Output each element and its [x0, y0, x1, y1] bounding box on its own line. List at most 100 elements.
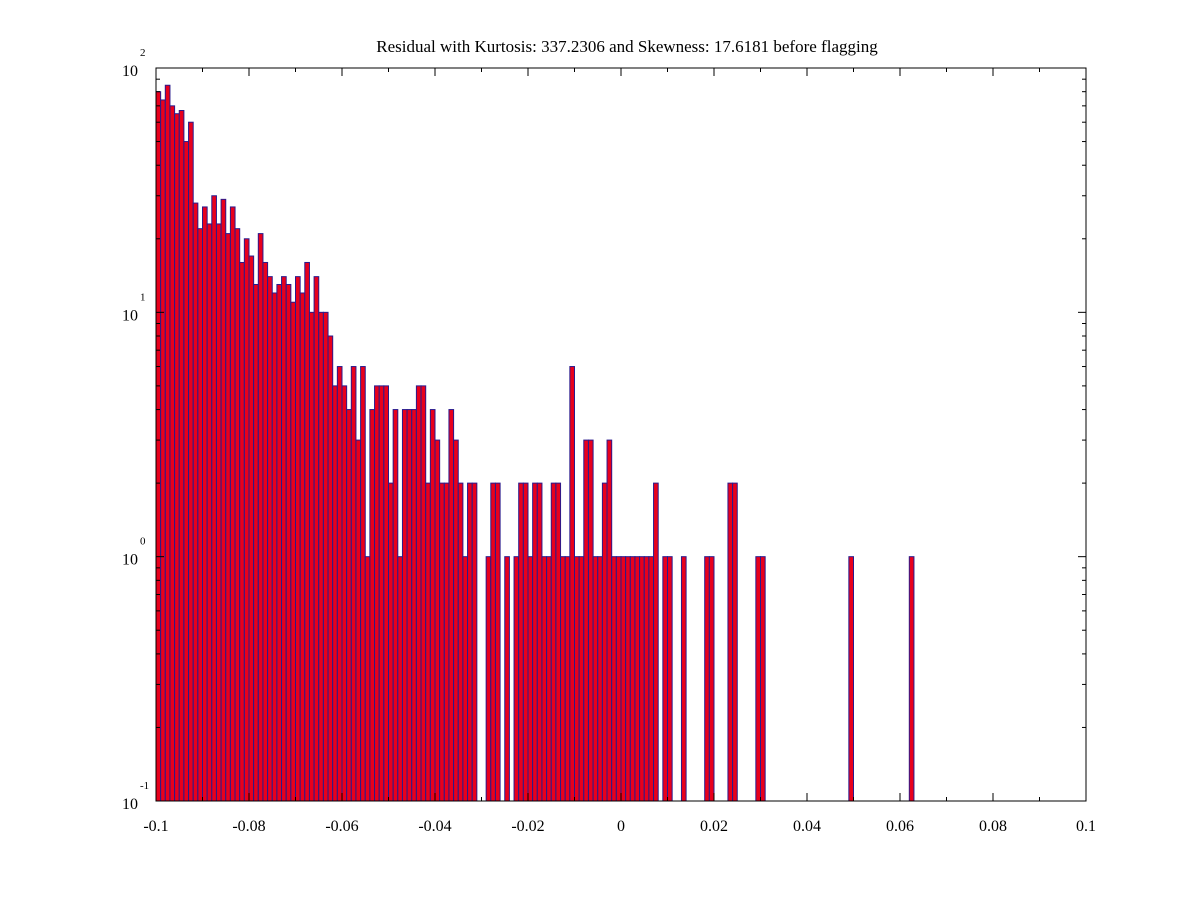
histogram-bar: [457, 482, 464, 802]
histogram-bar: [662, 556, 668, 802]
histogram-bar: [527, 556, 534, 802]
histogram-bar: [574, 556, 580, 802]
histogram-bar: [318, 311, 324, 802]
histogram-bar: [174, 113, 180, 802]
y-tick-label: 10: [122, 552, 138, 569]
x-tick-label: 0: [617, 818, 625, 835]
histogram-bar: [727, 482, 734, 802]
histogram-bar: [760, 556, 766, 802]
histogram-bar: [615, 556, 622, 802]
histogram-bar: [439, 482, 445, 802]
histogram-bar: [513, 556, 520, 802]
histogram-bar: [611, 556, 617, 802]
y-tick-exponent: 0: [140, 536, 146, 548]
histogram-bar: [313, 276, 320, 802]
histogram-bar: [485, 556, 492, 802]
histogram-bar: [415, 385, 422, 802]
histogram-bar: [178, 110, 185, 802]
x-tick-label: 0.02: [700, 818, 728, 835]
histogram-bar: [583, 439, 589, 802]
x-tick-label: -0.06: [325, 818, 358, 835]
histogram-bar: [234, 228, 241, 802]
histogram-bar: [680, 556, 687, 802]
histogram-bar: [243, 238, 250, 802]
histogram-bar: [587, 439, 594, 802]
histogram-bar: [569, 366, 575, 802]
histogram-bar: [211, 195, 217, 802]
histogram-bar: [197, 228, 204, 802]
histogram-bar: [378, 385, 385, 802]
histogram-bar: [629, 556, 636, 802]
histogram-bar: [202, 206, 208, 802]
histogram-bar: [383, 385, 390, 802]
plot-frame: [155, 67, 1087, 802]
y-tick-label: 10: [122, 307, 138, 324]
y-tick-label: 10: [122, 796, 138, 813]
histogram-bar: [248, 255, 255, 802]
histogram-bar: [397, 556, 403, 802]
histogram-bar: [369, 409, 376, 802]
histogram-bar: [443, 482, 450, 802]
histogram-bar: [374, 385, 380, 802]
histogram-bar: [346, 409, 352, 802]
histogram-bar: [281, 276, 287, 802]
histogram-bar: [271, 292, 278, 802]
histogram-bar: [206, 223, 213, 802]
histogram-bar: [169, 105, 176, 802]
histogram-bar: [564, 556, 571, 802]
histogram-bar: [215, 223, 222, 802]
histogram-bar: [522, 482, 529, 802]
x-tick-label: 0.04: [793, 818, 821, 835]
histogram-bar: [467, 482, 473, 802]
histogram-bar: [290, 301, 297, 802]
histogram-bar: [471, 482, 478, 802]
histogram-bar: [848, 556, 854, 802]
histogram-bar: [267, 276, 273, 802]
y-tick-label: 10: [122, 63, 138, 80]
histogram-bar: [336, 366, 343, 802]
histogram-bar: [276, 283, 283, 802]
histogram-bar: [350, 366, 357, 802]
histogram-bar: [188, 121, 194, 802]
histogram-bar: [643, 556, 650, 802]
histogram-bar: [490, 482, 496, 802]
chart-title: Residual with Kurtosis: 337.2306 and Ske…: [376, 37, 878, 56]
histogram-bar: [164, 84, 171, 802]
histogram-bar: [625, 556, 631, 802]
histogram-bar: [578, 556, 585, 802]
histogram-bar: [620, 556, 627, 802]
histogram-bar: [220, 198, 227, 802]
histogram-bar: [601, 482, 608, 802]
histogram-bar: [257, 233, 264, 802]
histogram-bar: [541, 556, 548, 802]
histogram-bar: [304, 261, 310, 802]
histogram-bar: [908, 556, 915, 802]
histogram-bar: [406, 409, 413, 802]
histogram-bar: [653, 482, 659, 802]
x-tick-label: -0.08: [232, 818, 265, 835]
histogram-bar: [411, 409, 417, 802]
histogram-bar: [504, 556, 510, 802]
histogram-bar: [183, 141, 190, 802]
bars-group: [155, 84, 915, 802]
histogram-bar: [155, 91, 162, 802]
histogram-bar: [327, 335, 334, 802]
x-tick-label: -0.1: [143, 818, 168, 835]
histogram-bar: [299, 292, 306, 802]
histogram-bar: [295, 276, 301, 802]
histogram-bar: [597, 556, 603, 802]
histogram-bar: [239, 261, 245, 802]
histogram-bar: [592, 556, 599, 802]
histogram-bar: [448, 409, 455, 802]
histogram-bar: [546, 556, 552, 802]
histogram-bar: [536, 482, 543, 802]
histogram-bar: [555, 482, 562, 802]
histogram-bar: [285, 283, 292, 802]
histogram-bar: [355, 439, 362, 802]
histogram-bar: [332, 385, 338, 802]
histogram-bar: [308, 311, 315, 802]
histogram-bar: [708, 556, 715, 802]
histogram-bar: [425, 482, 431, 802]
y-tick-exponent: 1: [140, 291, 146, 303]
